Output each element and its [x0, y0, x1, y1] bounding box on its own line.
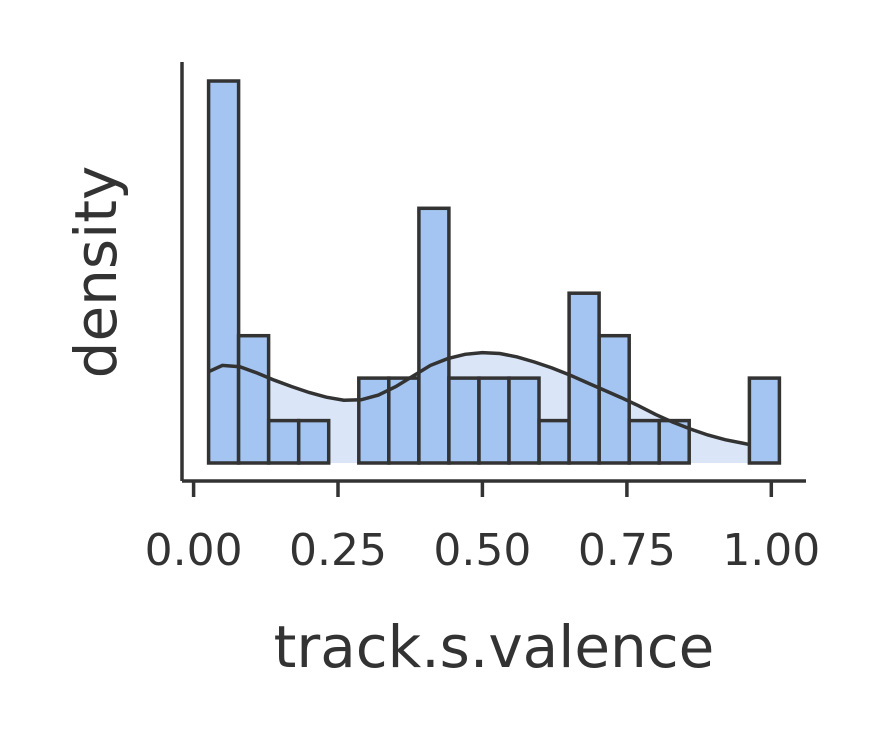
histogram-bar-6: [387, 376, 421, 465]
x-tick-label-0: 0.00: [145, 525, 243, 576]
kde-curve: [207, 350, 749, 447]
histogram-bar-0: [206, 79, 241, 465]
x-ticks-group: 0.00 0.25 0.50 0.75 1.00: [145, 481, 820, 576]
x-tick-label-3: 0.75: [578, 525, 676, 576]
histogram-bar-11: [537, 418, 571, 465]
histogram-bar-18: [747, 376, 782, 465]
histogram-bar-7: [417, 206, 451, 465]
x-axis-label: track.s.valence: [274, 613, 715, 681]
histogram-bar-2: [266, 418, 301, 465]
histogram-bar-9: [477, 376, 511, 465]
x-tick-label-2: 0.50: [433, 525, 531, 576]
x-tick-label-1: 0.25: [289, 525, 387, 576]
bars-group: [206, 79, 782, 465]
x-tick-label-4: 1.00: [722, 525, 820, 576]
histogram-bar-8: [447, 376, 481, 465]
y-axis-label: density: [62, 166, 130, 379]
histogram-bar-10: [507, 376, 541, 465]
histogram-bar-3: [296, 418, 331, 465]
histogram-bar-1: [236, 333, 271, 465]
histogram-bar-14: [627, 418, 661, 465]
